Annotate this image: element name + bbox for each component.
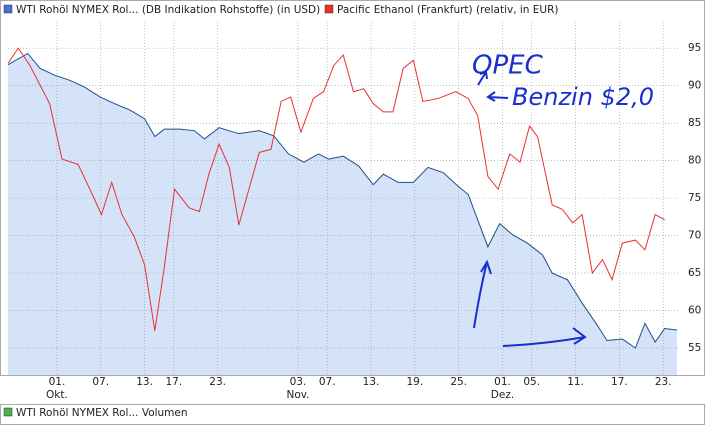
x-tick-label: 11. bbox=[567, 376, 584, 388]
x-tick-label: 23. bbox=[655, 376, 672, 388]
y-tick-label: 55 bbox=[688, 342, 701, 354]
month-label: Nov. bbox=[286, 389, 309, 401]
x-tick-label: 23. bbox=[209, 376, 226, 388]
annotation-arrow bbox=[502, 327, 587, 347]
volume-frame bbox=[0, 404, 705, 425]
annotation-arrow bbox=[473, 259, 492, 329]
x-tick-label: 17. bbox=[165, 376, 182, 388]
line bbox=[7, 52, 678, 349]
x-tick-label: 25. bbox=[450, 376, 467, 388]
x-tick-label: 13. bbox=[136, 376, 153, 388]
legend-swatch bbox=[324, 4, 334, 14]
x-tick-label: 01. bbox=[49, 376, 66, 388]
month-label: Dez. bbox=[491, 389, 514, 401]
x-tick-label: 03. bbox=[290, 376, 307, 388]
x-tick-label: 13. bbox=[363, 376, 380, 388]
x-tick-label: 17. bbox=[611, 376, 628, 388]
x-tick-label: 19. bbox=[407, 376, 424, 388]
annotation-arrow bbox=[486, 91, 509, 102]
y-tick-label: 80 bbox=[688, 155, 701, 167]
x-tick-label: 01. bbox=[494, 376, 511, 388]
y-tick-label: 90 bbox=[688, 80, 701, 92]
y-tick-label: 95 bbox=[688, 42, 701, 54]
legend-label: Pacific Ethanol (Frankfurt) (relativ, in… bbox=[337, 4, 559, 16]
y-tick-label: 70 bbox=[688, 230, 701, 242]
y-tick-label: 75 bbox=[688, 192, 701, 204]
x-tick-label: 05. bbox=[523, 376, 540, 388]
y-tick-label: 65 bbox=[688, 267, 701, 279]
x-tick-label: 07. bbox=[92, 376, 109, 388]
annotation: Benzin $2,0 bbox=[512, 83, 654, 111]
x-tick-label: 07. bbox=[319, 376, 336, 388]
annotation-arrow bbox=[477, 70, 488, 86]
legend-label: WTI Rohöl NYMEX Rol... Volumen bbox=[16, 407, 188, 419]
y-tick-label: 60 bbox=[688, 305, 701, 317]
legend-label: WTI Rohöl NYMEX Rol... (DB Indikation Ro… bbox=[16, 4, 320, 16]
line bbox=[7, 47, 665, 331]
y-tick-label: 85 bbox=[688, 117, 701, 129]
legend-swatch bbox=[3, 4, 13, 14]
legend-swatch bbox=[3, 407, 13, 417]
month-label: Okt. bbox=[46, 389, 68, 401]
area bbox=[8, 53, 678, 375]
